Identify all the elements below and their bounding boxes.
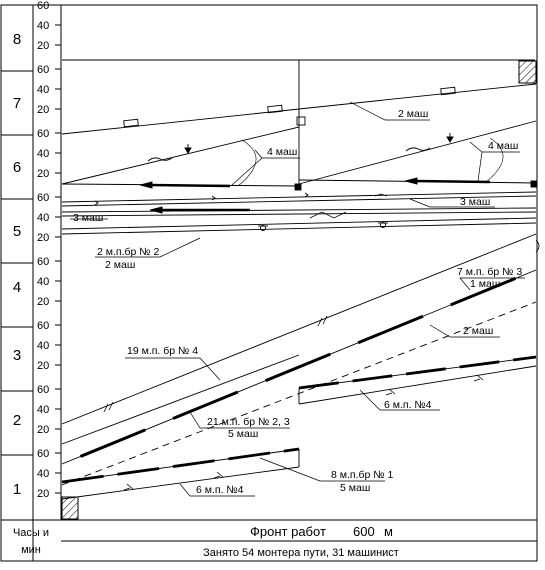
minute-axis: 60 40 20 60 40 20 60 40 20 60 40 20 60 40 20 60 40 20 60 40…: [37, 0, 61, 500]
hour-label-2: 2: [13, 412, 21, 429]
label-4mash-right: 4 маш: [488, 140, 518, 152]
hour-label-4: 4: [13, 279, 21, 296]
minute-label: 60: [37, 448, 49, 460]
label-21mp-br23-line1: 21 м.п. бр № 2, 3: [207, 416, 290, 428]
schedule-lines: [61, 59, 540, 500]
front-unit: м: [384, 524, 393, 539]
minute-label: 20: [37, 232, 49, 244]
hours-header-line1: Часы и: [13, 527, 49, 539]
minute-label: 40: [37, 148, 49, 160]
hour-label-8: 8: [13, 31, 21, 48]
hour-labels: 8 7 6 5 4 3 2 1: [13, 31, 21, 498]
minute-label: 60: [37, 192, 49, 204]
crew-summary: Занято 54 монтера пути, 31 машинист: [203, 547, 399, 559]
minute-label: 40: [37, 212, 49, 224]
hour-label-3: 3: [13, 347, 21, 364]
hour-label-5: 5: [13, 223, 21, 240]
label-8mp-br1-line2: 5 маш: [340, 482, 370, 494]
minute-label: 60: [37, 64, 49, 76]
label-2mash-top: 2 маш: [398, 108, 428, 120]
label-7mp-br3-line2: 1 маш: [470, 278, 500, 290]
minute-label: 60: [37, 320, 49, 332]
minute-label: 40: [37, 340, 49, 352]
minute-label: 40: [37, 84, 49, 96]
hatched-block-end: [518, 60, 537, 84]
label-2mp-br2-line1: 2 м.п.бр № 2: [97, 246, 159, 258]
minute-label: 40: [37, 404, 49, 416]
minute-label: 20: [37, 424, 49, 436]
hour-label-7: 7: [13, 95, 21, 112]
minute-label: 40: [37, 468, 49, 480]
label-4mash-left: 4 маш: [267, 146, 297, 158]
label-2mash-mid: 2 маш: [463, 325, 493, 337]
minute-label: 40: [37, 276, 49, 288]
minute-label: 20: [37, 360, 49, 372]
minute-label: 20: [37, 168, 49, 180]
leader-lines: [70, 101, 525, 497]
minute-label: 20: [37, 104, 49, 116]
frame: [0, 4, 538, 562]
label-3mash-left: 3 маш: [73, 212, 103, 224]
front-label: Фронт работ: [250, 524, 326, 539]
hour-label-1: 1: [13, 481, 21, 498]
label-3mash-right: 3 маш: [460, 196, 490, 208]
label-2mp-br2-line2: 2 маш: [105, 259, 135, 271]
minute-label: 60: [37, 128, 49, 140]
label-21mp-br23-line2: 5 маш: [228, 428, 258, 440]
minute-label: 60: [37, 0, 49, 12]
hatched-block-start: [61, 496, 79, 520]
minute-label: 60: [37, 384, 49, 396]
footer: Часы и мин Фронт работ 600 м Занято 54 м…: [13, 524, 399, 559]
label-7mp-br3-line1: 7 м.п. бр № 3: [457, 266, 522, 278]
label-8mp-br1-line1: 8 м.п.бр № 1: [331, 469, 393, 481]
minute-label: 40: [37, 20, 49, 32]
hour-label-6: 6: [13, 159, 21, 176]
hours-header-line2: мин: [21, 544, 41, 556]
label-19mp-br4: 19 м.п. бр № 4: [127, 345, 198, 357]
minute-label: 20: [37, 488, 49, 500]
annotations: 2 маш 4 маш 4 маш 3 маш 3 маш 2 м.п.бр №…: [73, 108, 522, 496]
minute-label: 60: [37, 256, 49, 268]
front-value: 600: [353, 524, 375, 539]
label-6mp-4-right: 6 м.п. №4: [384, 399, 432, 411]
minute-label: 20: [37, 296, 49, 308]
minute-label: 20: [37, 40, 49, 52]
label-6mp-4-left: 6 м.п. №4: [196, 484, 244, 496]
